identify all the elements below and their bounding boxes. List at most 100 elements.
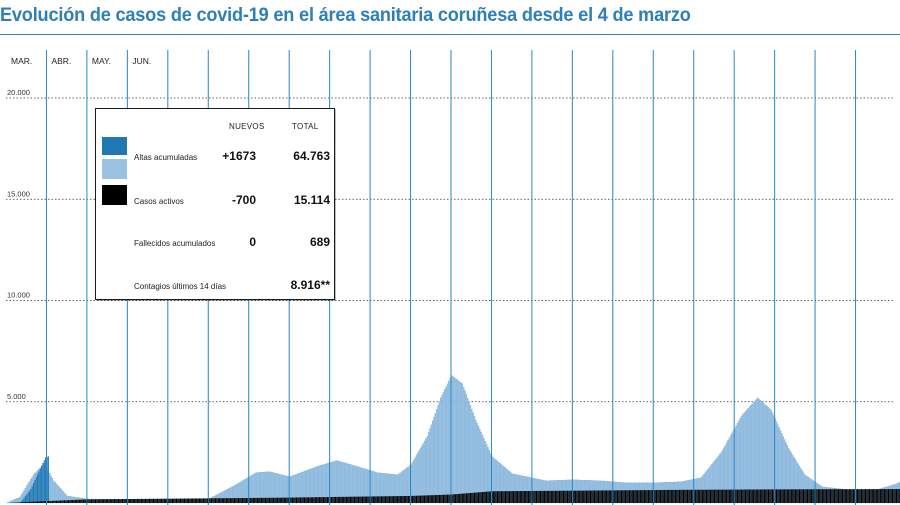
- bar-deaths: [390, 496, 392, 503]
- bar-deaths: [728, 489, 730, 503]
- bar-deaths: [359, 496, 361, 503]
- bar-deaths: [414, 495, 416, 503]
- bar-deaths: [825, 489, 827, 503]
- bar-deaths: [256, 497, 258, 503]
- bar-deaths: [61, 500, 63, 503]
- bar-active: [421, 445, 423, 504]
- bar-deaths: [805, 489, 807, 503]
- bar-deaths: [545, 490, 547, 503]
- bar-deaths: [606, 490, 608, 503]
- bar-deaths: [349, 496, 351, 503]
- bar-deaths: [821, 489, 823, 503]
- bar-deaths: [69, 500, 71, 503]
- bar-deaths: [855, 489, 857, 503]
- bar-deaths: [227, 498, 229, 503]
- bar-active: [765, 404, 767, 504]
- bar-active: [51, 478, 54, 504]
- bar-deaths: [869, 489, 871, 503]
- bar-deaths: [602, 490, 604, 503]
- bar-deaths: [727, 489, 729, 503]
- bar-deaths: [808, 489, 810, 503]
- bar-deaths: [279, 497, 281, 503]
- bar-deaths: [335, 496, 337, 503]
- bar-deaths: [600, 490, 602, 503]
- bar-deaths: [357, 496, 360, 503]
- bar-deaths: [459, 493, 461, 503]
- bar-deaths: [428, 495, 430, 503]
- bar-active: [463, 387, 465, 504]
- bar-deaths: [410, 495, 412, 503]
- bar-deaths: [210, 498, 213, 503]
- bar-deaths: [30, 501, 32, 503]
- bar-deaths: [751, 489, 753, 503]
- bar-deaths: [297, 497, 299, 503]
- bar-deaths: [368, 496, 370, 503]
- month-label: MAR.: [11, 56, 32, 66]
- bar-deaths: [217, 498, 219, 503]
- bar-deaths: [460, 493, 462, 503]
- bar-active: [272, 472, 275, 504]
- deaths-bars: [7, 489, 900, 504]
- bar-deaths: [59, 500, 62, 503]
- bar-deaths: [375, 496, 377, 503]
- bar-deaths: [530, 490, 532, 503]
- bar-active: [419, 447, 422, 504]
- altas-swatch-light: [102, 159, 127, 179]
- bar-active: [437, 405, 439, 504]
- bar-deaths: [517, 491, 519, 503]
- bar-deaths: [766, 489, 768, 503]
- bar-deaths: [506, 491, 508, 503]
- bar-altas: [20, 501, 22, 503]
- bar-deaths: [324, 497, 326, 503]
- bar-deaths: [23, 502, 25, 503]
- bar-deaths: [282, 497, 284, 503]
- bar-deaths: [575, 490, 577, 503]
- bar-active: [467, 397, 469, 504]
- bar-deaths: [123, 499, 125, 503]
- bar-deaths: [660, 489, 662, 503]
- bar-deaths: [707, 489, 709, 503]
- bar-deaths: [535, 490, 538, 503]
- bar-deaths: [734, 489, 736, 503]
- bar-deaths: [708, 489, 710, 503]
- bar-deaths: [533, 490, 535, 503]
- bar-altas: [28, 490, 31, 503]
- bar-deaths: [193, 498, 195, 503]
- bar-deaths: [650, 490, 652, 503]
- bar-active: [63, 492, 66, 504]
- altas-bars: [20, 456, 49, 503]
- bar-deaths: [835, 489, 837, 503]
- bar-deaths: [599, 490, 601, 503]
- bar-deaths: [828, 489, 830, 503]
- bar-deaths: [399, 496, 401, 503]
- bar-deaths: [432, 495, 434, 503]
- bar-deaths: [856, 489, 858, 503]
- bar-deaths: [43, 501, 45, 503]
- bar-deaths: [537, 490, 539, 503]
- bar-deaths: [662, 489, 664, 503]
- bar-active: [747, 408, 749, 504]
- bar-deaths: [42, 501, 44, 503]
- bar-deaths: [580, 490, 582, 503]
- bar-deaths: [762, 489, 764, 503]
- legend-box: NUEVOS TOTAL Altas acumuladas +1673 64.7…: [95, 108, 335, 300]
- bar-active: [759, 400, 762, 504]
- bar-deaths: [189, 498, 191, 503]
- bar-deaths: [326, 497, 329, 503]
- bar-deaths: [248, 497, 250, 503]
- bar-deaths: [847, 489, 849, 503]
- bar-active: [338, 461, 341, 504]
- bar-deaths: [730, 489, 732, 503]
- bar-deaths: [550, 490, 552, 503]
- bar-deaths: [801, 489, 803, 503]
- bar-deaths: [363, 496, 365, 503]
- bar-deaths: [355, 496, 357, 503]
- bar-deaths: [851, 489, 853, 503]
- bar-deaths: [130, 498, 132, 503]
- bar-altas: [32, 483, 35, 503]
- bar-deaths: [473, 492, 476, 503]
- bar-deaths: [487, 491, 489, 503]
- bar-deaths: [867, 489, 869, 503]
- legend-total-altas: 64.763: [293, 149, 330, 163]
- bar-deaths: [371, 496, 373, 503]
